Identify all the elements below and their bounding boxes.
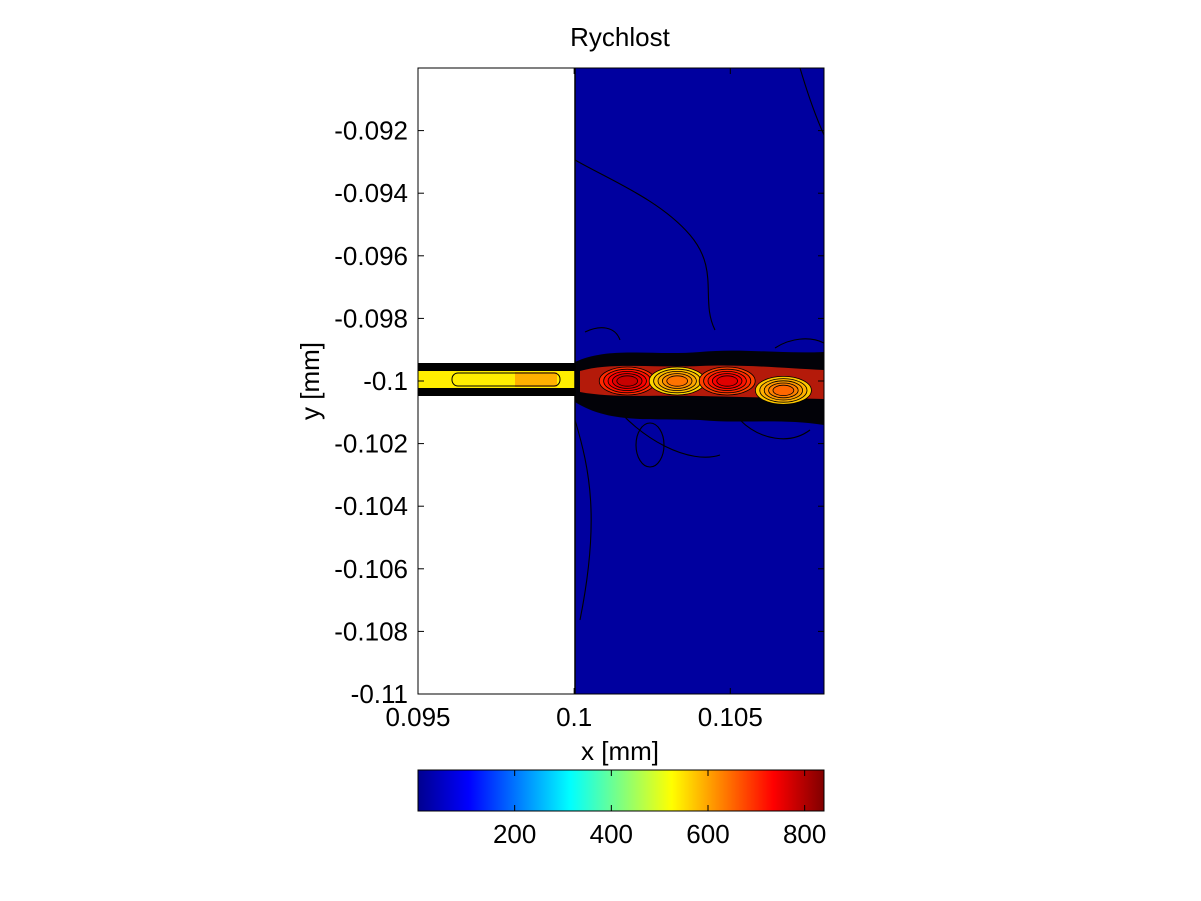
contour-line (739, 419, 811, 440)
y-axis-label: y [mm] (295, 342, 325, 420)
inlet-wall-top (418, 363, 575, 371)
contour-line (774, 338, 824, 349)
y-tick-label: -0.096 (334, 241, 408, 271)
y-tick-label: -0.108 (334, 616, 408, 646)
colorbar-tick-label: 400 (590, 819, 633, 849)
x-axis-ticks: 0.095 0.1 0.105 (385, 68, 763, 732)
contour-line (799, 68, 824, 136)
contour-field (418, 68, 824, 694)
colorbar-tick-label: 200 (493, 819, 536, 849)
colorbar-ticks: 200 400 600 800 (493, 770, 826, 849)
jet-peak-contour (772, 384, 795, 396)
contour-line (575, 419, 592, 621)
y-tick-label: -0.102 (334, 429, 408, 459)
x-tick-label: 0.095 (385, 702, 450, 732)
x-tick-label: 0.1 (556, 702, 592, 732)
y-tick-label: -0.092 (334, 116, 408, 146)
inlet-contour (451, 372, 561, 387)
contour-line (584, 327, 621, 341)
wave-contours (575, 68, 824, 621)
contour-line (575, 159, 716, 331)
y-tick-label: -0.098 (334, 303, 408, 333)
jet-contours (598, 366, 812, 405)
colorbar-gradient (418, 770, 824, 811)
x-tick-label: 0.105 (698, 702, 763, 732)
y-tick-label: -0.094 (334, 178, 408, 208)
jet-peak-contour (666, 375, 689, 387)
colorbar-tick-label: 600 (686, 819, 729, 849)
inlet-channel (418, 363, 575, 396)
colorbar-tick-label: 800 (783, 819, 826, 849)
jet-peak-contour (716, 375, 738, 387)
inlet-wall-bottom (418, 388, 575, 396)
y-tick-label: -0.104 (334, 491, 408, 521)
inlet-flow-orange (515, 372, 557, 387)
colorbar: 200 400 600 800 (417, 769, 826, 849)
plot-area: 0.095 0.1 0.105 -0.092-0.094-0.096-0.098-0… (334, 67, 825, 732)
y-tick-label: -0.106 (334, 554, 408, 584)
y-axis-ticks: -0.092 -0.094 -0.096 -0.098 -0.1 -0.102 -0.104… (334, 116, 824, 709)
jet-peak-contour (616, 375, 639, 387)
colorbar-frame (417, 769, 825, 812)
y-tick-label: -0.1 (363, 366, 408, 396)
y-tick-label: -0.11 (351, 679, 408, 709)
x-axis-label: x [mm] (581, 736, 659, 766)
contour-line (635, 422, 665, 468)
chart-title: Rychlost (570, 22, 670, 52)
